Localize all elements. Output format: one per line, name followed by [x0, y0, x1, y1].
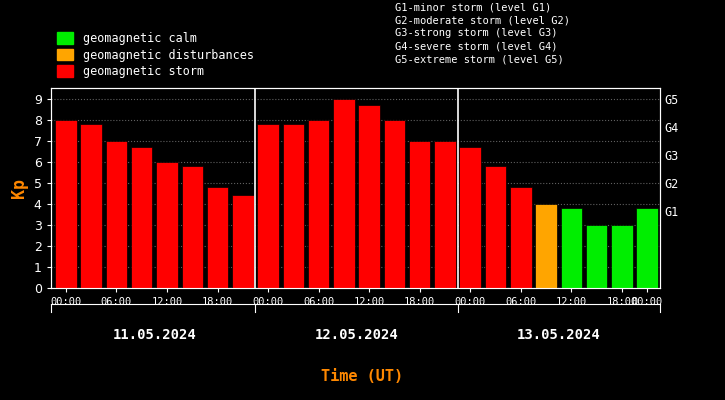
Text: Time (UT): Time (UT) [321, 369, 404, 384]
Text: 13.05.2024: 13.05.2024 [517, 328, 600, 342]
Bar [283, 124, 304, 288]
Bar [586, 225, 608, 288]
Bar [637, 208, 658, 288]
Bar [485, 166, 506, 288]
Bar [207, 187, 228, 288]
Bar [384, 120, 405, 288]
Bar [334, 98, 355, 288]
Bar [434, 141, 456, 288]
Text: G1-minor storm (level G1)
G2-moderate storm (level G2)
G3-strong storm (level G3: G1-minor storm (level G1) G2-moderate st… [395, 2, 570, 65]
Bar [55, 120, 77, 288]
Bar [232, 195, 254, 288]
Bar [460, 147, 481, 288]
Bar [131, 147, 152, 288]
Text: 12.05.2024: 12.05.2024 [315, 328, 399, 342]
Text: 11.05.2024: 11.05.2024 [112, 328, 196, 342]
Bar [106, 141, 127, 288]
Bar [358, 105, 380, 288]
Bar [181, 166, 203, 288]
Bar [409, 141, 431, 288]
Legend: geomagnetic calm, geomagnetic disturbances, geomagnetic storm: geomagnetic calm, geomagnetic disturbanc… [57, 32, 254, 78]
Bar [535, 204, 557, 288]
Bar [157, 162, 178, 288]
Bar [308, 120, 329, 288]
Bar [257, 124, 279, 288]
Bar [560, 208, 582, 288]
Bar [611, 225, 633, 288]
Bar [510, 187, 531, 288]
Y-axis label: Kp: Kp [10, 178, 28, 198]
Bar [80, 124, 102, 288]
